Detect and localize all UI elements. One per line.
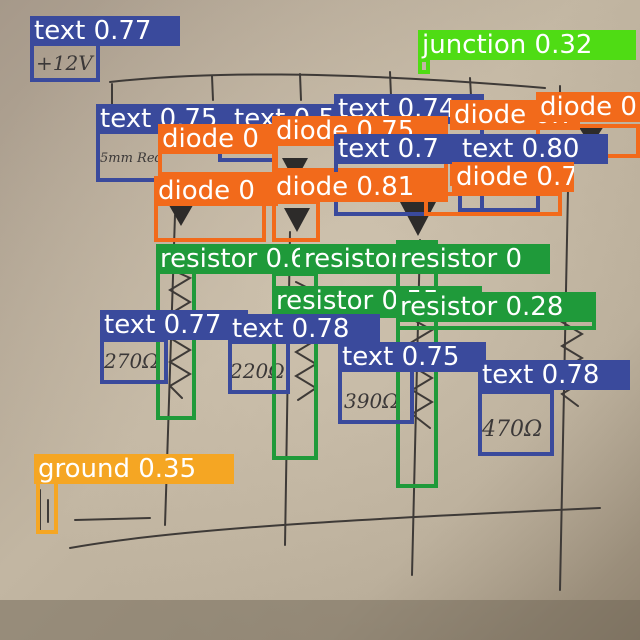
diode-detection-label: diode 0.81 xyxy=(272,172,448,202)
text-detection-box xyxy=(100,338,168,384)
text-detection-label: text 0.78 xyxy=(228,314,380,344)
resistor-value-1: 270Ω xyxy=(103,349,159,373)
text-detection-label: text 0.78 xyxy=(478,360,630,390)
resistor-value-4: 470Ω xyxy=(481,417,542,442)
text-detection-label: text 0.7 xyxy=(334,134,462,164)
text-detection-box xyxy=(96,130,162,182)
resistor-value-3: 390Ω xyxy=(344,389,399,413)
page-shadow xyxy=(0,600,640,640)
diode-detection-label: diode 0 xyxy=(158,124,278,154)
diode-detection-box xyxy=(272,200,320,242)
diode-detection-box xyxy=(424,192,562,216)
resistor-detection-label: resistor 0 xyxy=(300,244,400,274)
text-detection-label: text 0.75 xyxy=(338,342,486,372)
text-detection-box xyxy=(228,340,290,394)
diode-detection-label: diode 0.73 xyxy=(452,162,574,192)
resistor-detection-box xyxy=(272,272,318,460)
ground-detection-label: ground 0.35 xyxy=(34,454,234,484)
text-detection-label: text 0.80 xyxy=(458,134,608,164)
diode-detection-box xyxy=(154,202,266,242)
text-detection-box xyxy=(478,390,554,456)
handwritten-labels: +12V 5mm Red 270Ω 220Ω 390Ω 470Ω xyxy=(36,51,542,442)
diode-note: 5mm Red xyxy=(100,151,163,166)
junction-detection-label: junction 0.32 xyxy=(418,30,636,60)
junction-detection-box xyxy=(418,58,430,74)
resistor-detection-label: resistor 0.28 xyxy=(396,292,596,322)
text-detection-label: text 0.77 xyxy=(100,310,248,340)
resistor-detection-label: resistor 0 xyxy=(396,244,550,274)
text-detection-box xyxy=(30,42,100,82)
ground-detection-box xyxy=(36,480,58,534)
text-detection-box xyxy=(338,368,414,424)
diode-detection-label: diode 0 xyxy=(536,92,640,122)
text-detection-label: text 0.77 xyxy=(30,16,180,46)
supply-note: +12V xyxy=(36,51,95,75)
diode-detection-label: diode 0 xyxy=(154,176,278,206)
